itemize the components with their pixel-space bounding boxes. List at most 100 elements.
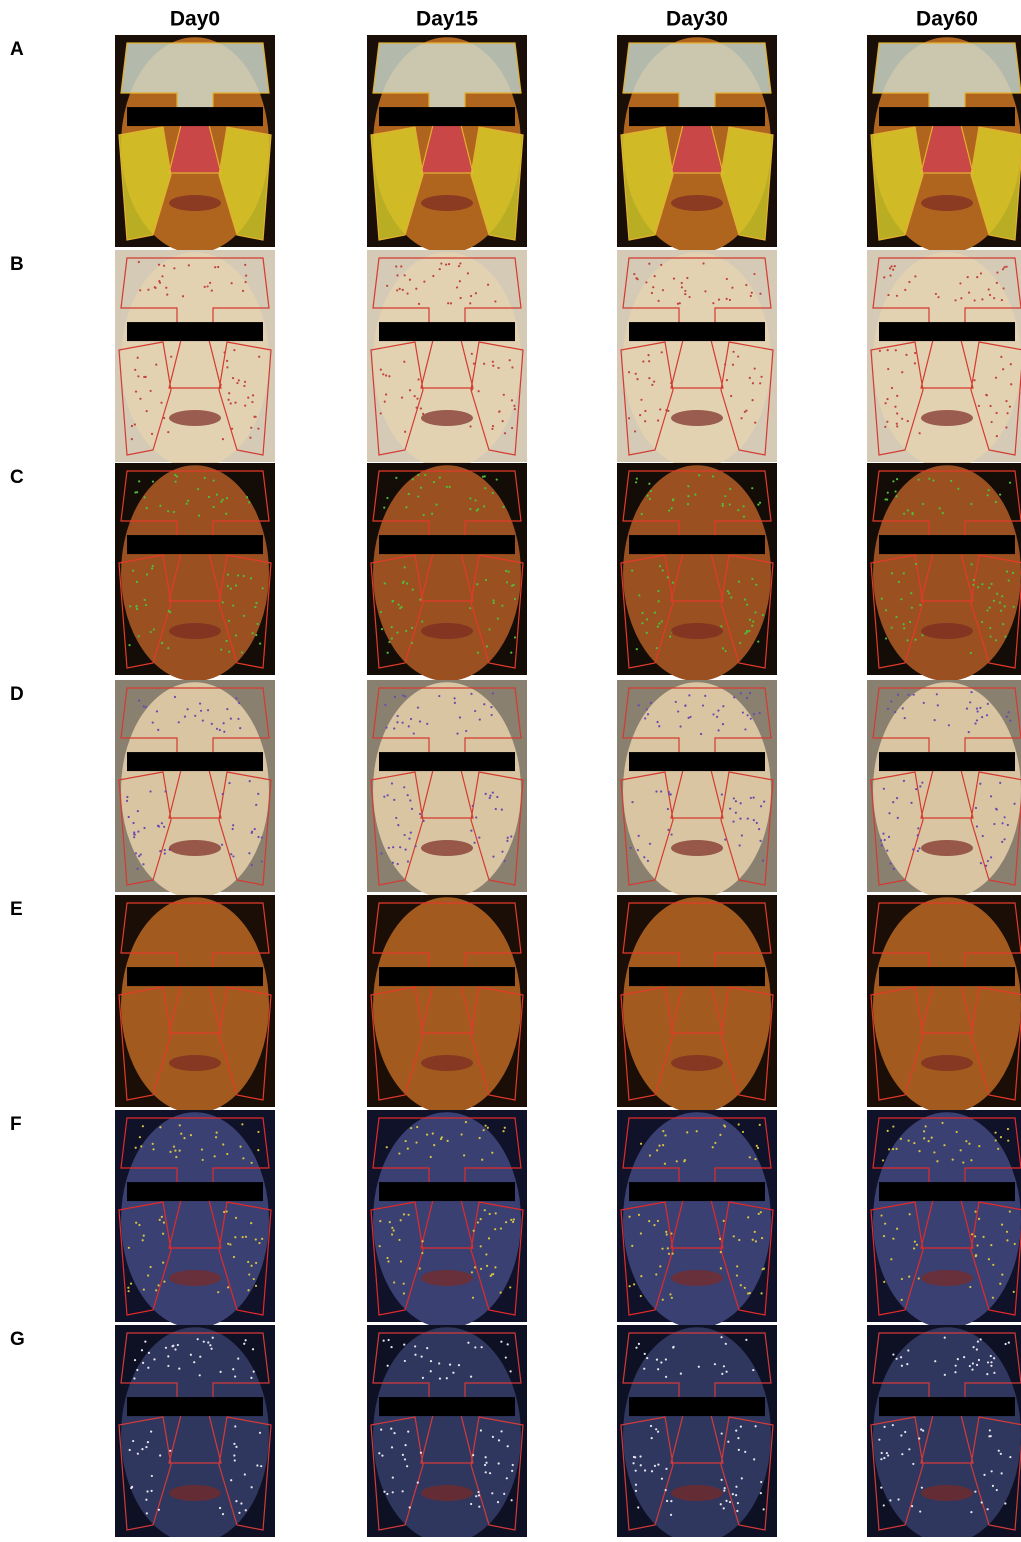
spot <box>474 1266 476 1268</box>
spot <box>895 1148 897 1150</box>
spot <box>972 584 974 586</box>
spot <box>137 357 139 359</box>
spot <box>153 1358 155 1360</box>
spot <box>225 513 227 515</box>
spot <box>511 399 513 401</box>
spot <box>661 1248 663 1250</box>
spot <box>996 808 998 810</box>
spot <box>974 1211 976 1213</box>
spot <box>238 702 240 704</box>
spot <box>738 1239 740 1241</box>
spot <box>255 634 257 636</box>
spot <box>500 1430 502 1432</box>
spot <box>228 651 230 653</box>
spot <box>986 609 988 611</box>
spot <box>129 605 131 607</box>
spot <box>381 628 383 630</box>
face-image <box>867 1110 1021 1328</box>
mouth <box>169 410 221 426</box>
spot <box>392 846 394 848</box>
spot <box>668 1253 670 1255</box>
face <box>121 682 269 898</box>
spot <box>724 495 726 497</box>
spot <box>892 480 894 482</box>
spot <box>242 290 244 292</box>
mouth <box>921 623 973 639</box>
spot <box>238 1512 240 1514</box>
spot <box>135 1222 137 1224</box>
spot <box>1005 426 1007 428</box>
spot <box>897 817 899 819</box>
spot <box>969 1286 971 1288</box>
spot <box>147 289 149 291</box>
spot <box>756 822 758 824</box>
spot <box>137 830 139 832</box>
face <box>121 897 269 1113</box>
spot <box>422 1377 424 1379</box>
spot <box>510 652 512 654</box>
spot <box>648 1220 650 1222</box>
spot <box>408 493 410 495</box>
spot <box>672 499 674 501</box>
spot <box>430 1156 432 1158</box>
spot <box>419 1267 421 1269</box>
spot <box>1007 824 1009 826</box>
spot <box>253 1278 255 1280</box>
spot <box>243 385 245 387</box>
spot <box>996 282 998 284</box>
spot <box>995 501 997 503</box>
spot <box>655 1428 657 1430</box>
spot <box>398 1152 400 1154</box>
spot <box>145 376 147 378</box>
privacy-bar <box>879 107 1015 126</box>
spot <box>883 1457 885 1459</box>
face-image <box>115 1110 275 1328</box>
spot <box>670 1500 672 1502</box>
spot <box>892 1148 894 1150</box>
spot <box>220 383 222 385</box>
spot <box>383 796 385 798</box>
spot <box>439 477 441 479</box>
spot <box>380 611 382 613</box>
spot <box>1013 803 1015 805</box>
spot <box>223 351 225 353</box>
spot <box>395 477 397 479</box>
spot <box>392 1476 394 1478</box>
face <box>623 682 771 898</box>
spot <box>881 1452 883 1454</box>
face-image <box>115 35 275 253</box>
spot <box>480 1218 482 1220</box>
face-image <box>115 680 275 898</box>
spot <box>430 1370 432 1372</box>
spot <box>152 721 154 723</box>
privacy-bar <box>379 752 515 771</box>
spot <box>911 1505 913 1507</box>
spot <box>491 428 493 430</box>
spot <box>754 1231 756 1233</box>
spot <box>383 1491 385 1493</box>
spot <box>735 1486 737 1488</box>
spot <box>908 1276 910 1278</box>
spot <box>1004 816 1006 818</box>
spot <box>237 1358 239 1360</box>
spot <box>664 1163 666 1165</box>
spot <box>901 1299 903 1301</box>
spot <box>880 1214 882 1216</box>
spot <box>686 1131 688 1133</box>
spot <box>722 647 724 649</box>
spot <box>261 1238 263 1240</box>
column-header: Day0 <box>170 8 220 31</box>
spot <box>657 625 659 627</box>
spot <box>132 1440 134 1442</box>
spot <box>415 845 417 847</box>
spot <box>989 294 991 296</box>
spot <box>1009 1210 1011 1212</box>
spot <box>978 405 980 407</box>
spot <box>426 723 428 725</box>
spot <box>128 1290 130 1292</box>
spot <box>497 367 499 369</box>
spot <box>651 292 653 294</box>
row-label: F <box>10 1114 22 1135</box>
spot <box>495 1212 497 1214</box>
spot <box>952 1159 954 1161</box>
